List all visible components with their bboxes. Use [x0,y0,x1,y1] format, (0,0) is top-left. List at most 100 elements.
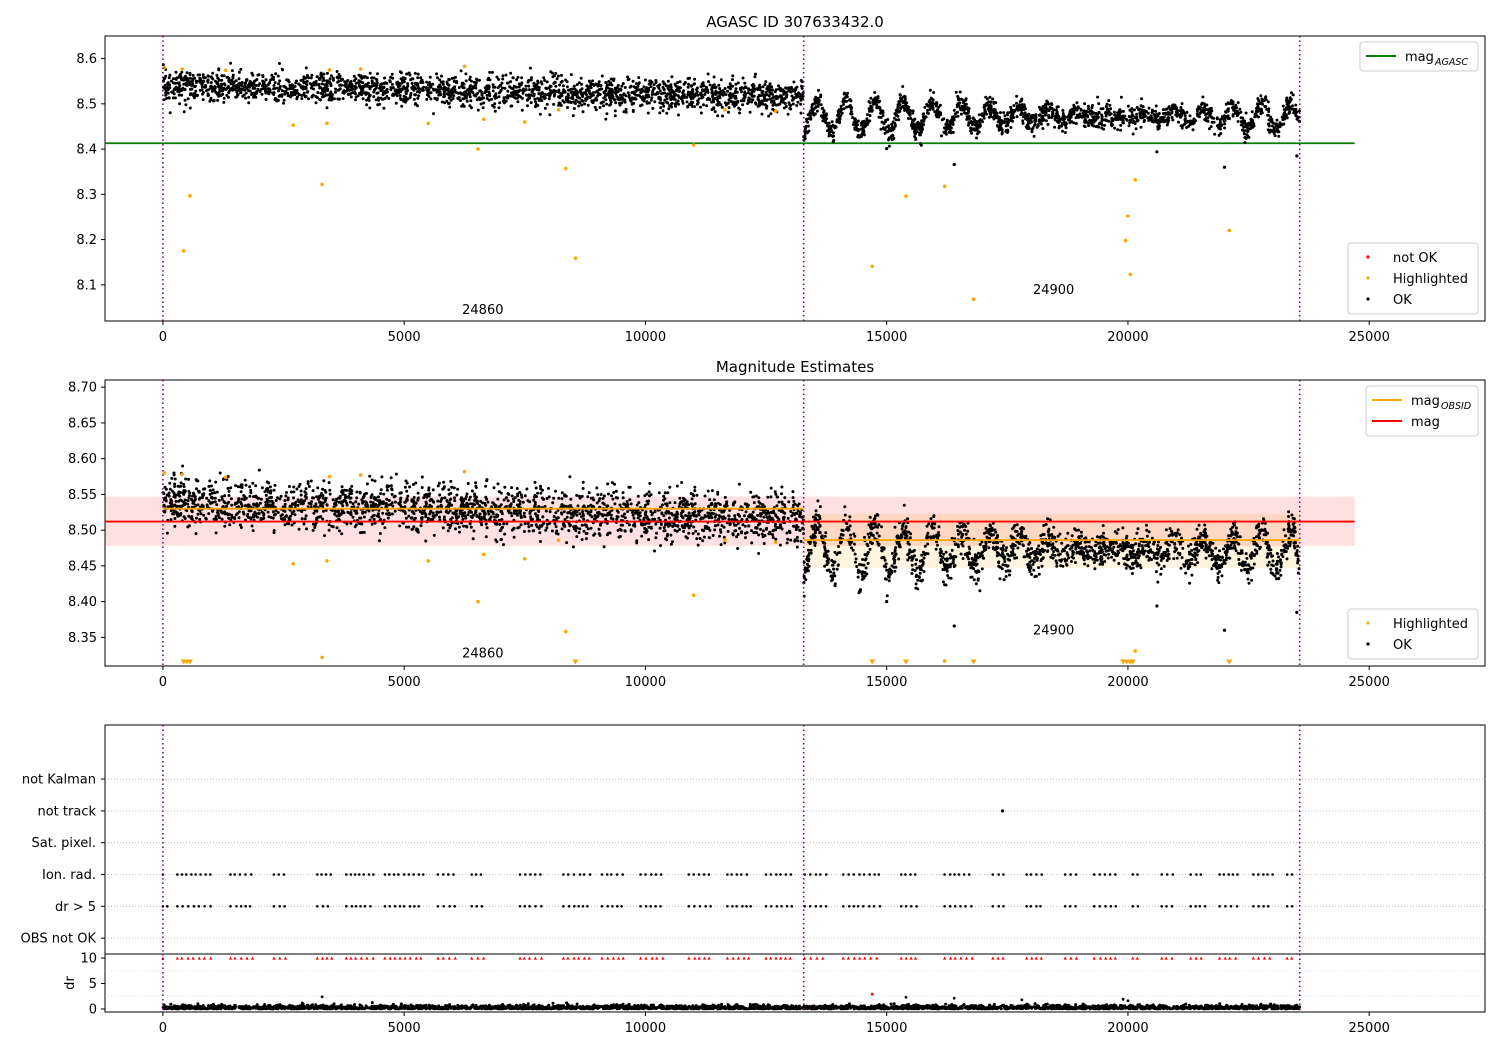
dr-clipped-marker [388,956,392,960]
obsid-label: 24900 [1033,283,1074,298]
x-tick-label: 0 [159,1021,167,1036]
dr-clipped-marker [959,956,963,960]
dr-clipped-marker [315,956,319,960]
panel-magnitude-estimates: Magnitude Estimates 24860 24900 0 5000 10000 1… [68,358,1486,690]
x-tick-label: 5000 [388,330,421,345]
flag-row-label: Sat. pixel. [32,836,96,851]
dr-clipped-marker [1113,956,1117,960]
x-tick-label: 5000 [388,1021,421,1036]
ok-outlier-point [1295,154,1299,158]
dr-clipped-marker [1074,956,1079,960]
dr-clipped-marker [693,956,697,960]
dr-clipped-marker [272,956,276,960]
dr-clipped-marker [239,956,243,960]
highlighted-point [327,68,332,72]
plot-frame [104,35,1486,322]
dr-clipped-marker [869,956,873,960]
y-tick-label: 10 [80,952,97,967]
x-tick-label: 20000 [1107,675,1148,690]
dr-clipped-marker [991,956,995,960]
highlighted-point [723,538,727,542]
highlighted-point [476,147,480,151]
dr-clipped-marker [953,956,957,960]
dr-clipped-marker [746,956,751,960]
highlighted-point [291,123,295,127]
legend-dot-swatch [1366,276,1370,280]
dr-clipped-marker [600,956,604,960]
dr-clipped-marker [964,956,969,960]
highlighted-point [1126,214,1130,218]
dr-clipped-marker [349,956,353,960]
dr-clipped-marker [858,956,862,960]
highlighted-point [691,143,696,147]
x-tick-label: 0 [159,330,167,345]
dr-clipped-marker [1251,956,1255,960]
highlighted-point [1133,649,1137,653]
highlighted-point [320,655,324,660]
highlighted-point [556,107,561,112]
legend-dot-swatch [1366,255,1370,259]
x-tick-label: 25000 [1349,675,1390,690]
dr-clipped-marker [996,956,1000,960]
dr-clipped-marker [1268,956,1272,960]
dr-clipped-marker [330,956,334,960]
dr-clipped-marker [736,956,740,960]
dr-clipped-marker [1104,956,1108,960]
dr-clipped-marker [1160,956,1164,960]
dr-clipped-marker [587,956,591,960]
dr-clipped-marker [909,956,913,960]
y-axis-label: dr [63,976,78,990]
y-tick-label: 8.50 [68,524,97,539]
dr-clipped-marker [707,956,711,960]
plot-frame [104,724,1486,955]
panel-flags: OBS not OK dr > 5 Ion. rad. Sat. pixel. not … [21,724,1486,955]
ok-outlier-point [952,162,956,167]
highlighted-point [462,469,467,474]
highlighted-point [773,540,778,545]
dr-clipped-marker [414,956,418,960]
legend-subscript: AGASC [1434,57,1468,68]
dr-clipped-marker [482,956,486,960]
y-tick-label: 8.55 [68,488,97,503]
flag-row-label: dr > 5 [55,900,96,915]
dr-clipped-marker [191,956,195,960]
dr-clipped-marker [1262,956,1267,960]
dr-clipped-marker [398,956,402,960]
dr-clipped-marker [606,956,610,960]
dr-outlier-point [1020,998,1024,1002]
dr-clipped-marker [344,956,348,960]
highlighted-point [481,117,486,122]
highlighted-point [223,475,228,480]
clipped-marker [1226,659,1233,665]
dr-clipped-marker [611,956,616,960]
dr-clipped-marker [1039,956,1043,960]
dr-clipped-marker [577,956,581,960]
dr-clipped-marker [1092,956,1096,960]
dr-clipped-marker [371,956,375,960]
highlighted-point [426,559,431,563]
clipped-marker [869,659,876,665]
highlighted-point [358,67,363,71]
dr-clipped-marker [278,956,282,960]
dr-outlier-point [1126,999,1130,1003]
dr-clipped-marker [245,956,249,960]
dr-clipped-marker [815,956,819,960]
ok-outlier-point [1222,628,1227,632]
highlighted-point [481,552,486,557]
dr-clipped-marker [970,956,974,960]
dr-clipped-marker [1001,956,1005,960]
x-tick-label: 15000 [866,1021,907,1036]
dr-clipped-marker [582,956,586,960]
dr-outlier-point [1121,997,1125,1001]
dr-clipped-marker [942,956,947,960]
dr-clipped-marker [518,956,522,960]
dr-clipped-marker [393,956,397,960]
not-track-flag [1000,809,1005,813]
dr-clipped-marker [1194,956,1198,960]
dr-clipped-marker [725,956,730,960]
dr-clipped-marker [1108,956,1113,960]
dr-clipped-marker [453,956,457,960]
y-tick-label: 8.40 [68,595,97,610]
legend-label: mag [1411,394,1440,409]
